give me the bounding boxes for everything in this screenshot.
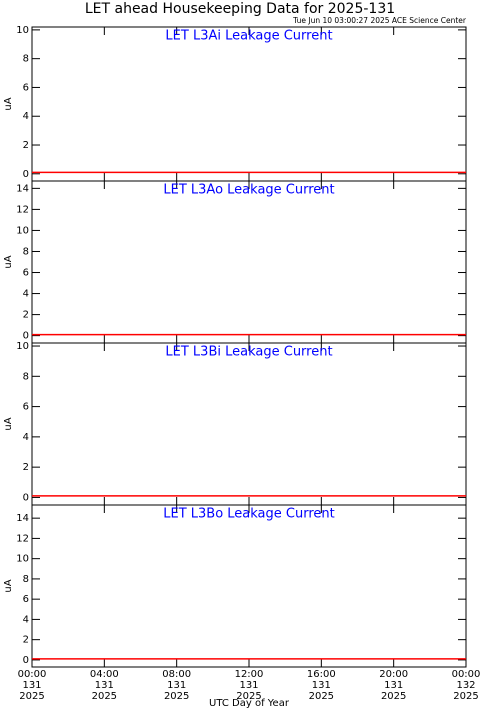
x-tick-label: 131 [312, 680, 331, 691]
timestamp: Tue Jun 10 03:00:27 2025 ACE Science Cen… [292, 16, 467, 25]
panel-title: LET L3Bi Leakage Current [165, 345, 332, 360]
y-tick-label: 10 [16, 341, 29, 352]
x-tick-label: 00:00 [452, 669, 481, 680]
y-tick-label: 6 [23, 594, 29, 605]
y-tick-label: 8 [23, 246, 29, 257]
x-tick-label: 131 [239, 680, 258, 691]
y-tick-label: 2 [23, 140, 29, 151]
y-tick-label: 12 [16, 204, 29, 215]
y-tick-label: 2 [23, 462, 29, 473]
x-tick-label: 16:00 [307, 669, 336, 680]
x-tick-label: 12:00 [235, 669, 264, 680]
x-axis-label: UTC Day of Year [209, 698, 290, 709]
y-axis-label: uA [3, 579, 14, 592]
panel-title: LET L3Ai Leakage Current [165, 29, 332, 44]
x-tick-label: 2025 [381, 691, 406, 702]
x-tick-label: 20:00 [379, 669, 408, 680]
y-axis-label: uA [3, 417, 14, 430]
y-tick-label: 8 [23, 371, 29, 382]
x-tick-label: 00:00 [18, 669, 47, 680]
y-tick-label: 4 [23, 614, 29, 625]
y-axis-label: uA [3, 255, 14, 268]
x-tick-label: 2025 [164, 691, 189, 702]
y-tick-label: 2 [23, 310, 29, 321]
x-tick-label: 04:00 [90, 669, 119, 680]
x-tick-label: 131 [384, 680, 403, 691]
x-tick-label: 2025 [453, 691, 478, 702]
x-tick-label: 131 [22, 680, 41, 691]
y-tick-label: 0 [23, 169, 29, 180]
y-tick-label: 6 [23, 268, 29, 279]
y-tick-label: 0 [23, 492, 29, 503]
y-tick-label: 10 [16, 554, 29, 565]
panel-title: LET L3Ao Leakage Current [163, 183, 334, 198]
x-tick-label: 132 [456, 680, 475, 691]
y-tick-label: 8 [23, 574, 29, 585]
y-tick-label: 4 [23, 111, 29, 122]
panel-title: LET L3Bo Leakage Current [163, 507, 335, 522]
y-axis-label: uA [3, 97, 14, 110]
y-tick-label: 14 [16, 513, 29, 524]
y-tick-label: 2 [23, 635, 29, 646]
y-tick-label: 6 [23, 402, 29, 413]
y-tick-label: 4 [23, 289, 29, 300]
y-tick-label: 10 [16, 225, 29, 236]
x-tick-label: 131 [95, 680, 114, 691]
y-tick-label: 8 [23, 54, 29, 65]
x-tick-label: 2025 [236, 691, 261, 702]
y-tick-label: 0 [23, 655, 29, 666]
x-tick-label: 2025 [309, 691, 334, 702]
chart-title: LET ahead Housekeeping Data for 2025-131 [85, 1, 395, 17]
x-tick-label: 131 [167, 680, 186, 691]
y-tick-label: 0 [23, 331, 29, 342]
y-tick-label: 10 [16, 25, 29, 36]
x-tick-label: 08:00 [162, 669, 191, 680]
y-tick-label: 12 [16, 533, 29, 544]
y-tick-label: 4 [23, 432, 29, 443]
y-tick-label: 6 [23, 82, 29, 93]
x-tick-label: 2025 [19, 691, 44, 702]
x-tick-label: 2025 [92, 691, 117, 702]
y-tick-label: 14 [16, 183, 29, 194]
